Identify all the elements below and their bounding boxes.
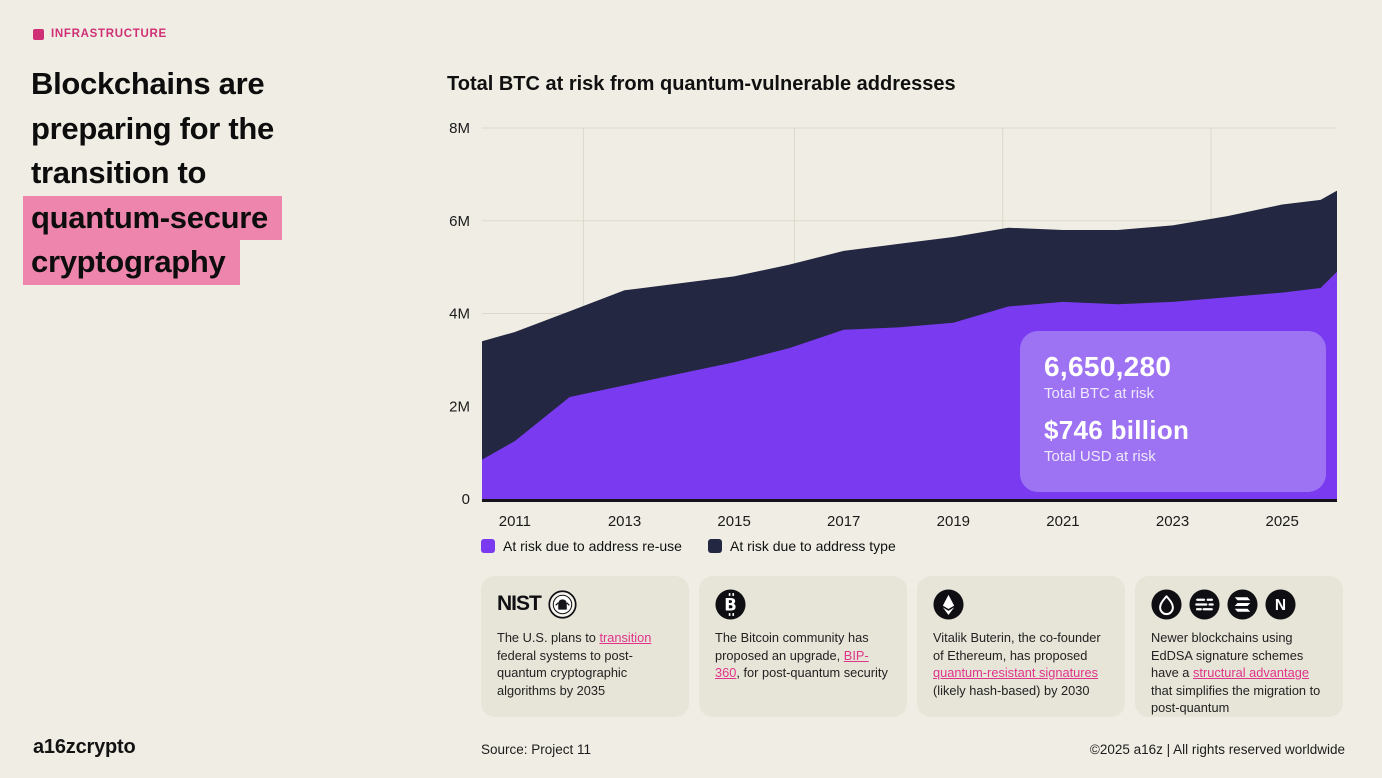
title-text: Blockchains are [31,66,265,101]
infrastructure-tag: INFRASTRUCTURE [33,28,167,40]
page-title-line: transition to [31,151,282,196]
y-axis-labels: 0 2M 4M 6M 8M [449,120,470,508]
aptos-icon [1189,588,1220,620]
nist-seal-icon [548,589,577,619]
card-text-segment: that simplifies the migration to post-qu… [1151,682,1321,716]
info-card: N Newer blockchains using EdDSA signature… [1135,576,1343,717]
solana-icon [1227,588,1258,620]
card-link[interactable]: structural advantage [1192,665,1309,681]
svg-text:2017: 2017 [827,513,860,530]
card-link[interactable]: transition [599,630,652,645]
card-text: The U.S. plans to transition federal sys… [497,629,673,699]
card-text: The Bitcoin community has proposed an up… [715,629,891,682]
svg-text:2021: 2021 [1046,513,1079,530]
callout-btc-value: 6,650,280 [1044,351,1172,382]
near-icon: N [1265,588,1296,620]
tag-square-icon [33,28,44,40]
svg-text:8M: 8M [449,120,470,137]
highlighted-text: quantum-secure [23,195,282,240]
svg-text:4M: 4M [449,306,470,323]
ethereum-icon [933,588,964,620]
card-text-segment: (likely hash-based) by 2030 [933,682,1090,698]
callout-card: 6,650,280 Total BTC at risk $746 billion… [1020,331,1326,492]
bitcoin-icon: B [715,588,746,620]
info-card: NIST The U.S. plans to transition federal… [481,576,689,717]
sui-icon [1151,588,1182,620]
info-card: B The Bitcoin community has proposed an u… [699,576,907,717]
footer-copyright: ©2025 a16z | All rights reserved worldwi… [1089,742,1345,757]
callout-usd-value: $746 billion [1044,415,1190,446]
callout-btc-label: Total BTC at risk [1044,385,1155,403]
info-cards: NIST The U.S. plans to transition federal… [481,576,1343,717]
legend-item: At risk due to address type [707,538,896,554]
legend-item: At risk due to address re-use [481,538,682,554]
info-card: Vitalik Buterin, the co-founder of Ether… [917,576,1125,717]
svg-text:2023: 2023 [1156,513,1189,530]
svg-text:2019: 2019 [937,513,970,530]
page-title-line: quantum-secure [23,195,282,240]
x-axis-labels: 2011 2013 2015 2017 2019 2021 2023 2025 [499,513,1299,530]
chart-legend: At risk due to address re-use At risk due… [481,538,896,554]
legend-label: At risk due to address re-use [503,538,682,554]
card-link[interactable]: quantum-resistant signatures [933,665,1099,681]
card-text: Vitalik Buterin, the co-founder of Ether… [933,629,1109,699]
page-title-line: preparing for the [31,107,282,152]
card-text-segment: , for post-quantum security [736,665,888,681]
legend-label: At risk due to address type [729,538,896,554]
legend-swatch-icon [707,539,722,553]
card-icon-row: B [715,588,891,620]
card-text-segment: Newer blockchains using EdDSA signature … [1151,630,1304,681]
card-text-segment: The U.S. plans to [497,630,600,645]
svg-text:2011: 2011 [499,513,531,530]
page-title: Blockchains are preparing for the transiti… [23,62,282,285]
card-icon-row: NIST [497,588,673,620]
page-title-line: Blockchains are [31,62,282,107]
svg-text:0: 0 [462,491,470,508]
tag-label: INFRASTRUCTURE [51,28,167,40]
title-text: transition to [31,155,207,190]
card-text-segment: The Bitcoin community has proposed an up… [715,630,869,663]
card-text: Newer blockchains using EdDSA signature … [1151,629,1327,717]
svg-text:2013: 2013 [608,513,641,530]
card-text-segment: federal systems to post-quantum cryptogr… [497,647,633,698]
svg-text:N: N [1275,596,1286,613]
svg-text:2M: 2M [449,398,470,415]
nist-logo: NIST [497,592,542,615]
callout-usd-label: Total USD at risk [1044,448,1156,466]
svg-text:6M: 6M [449,213,470,230]
card-text-segment: Vitalik Buterin, the co-founder of Ether… [933,630,1101,663]
footer-logo: a16zcrypto [33,736,136,758]
highlighted-text: cryptography [23,240,240,285]
chart-title: Total BTC at risk from quantum-vulnerabl… [447,73,956,95]
svg-text:2025: 2025 [1266,513,1299,530]
page-title-line: cryptography [23,240,282,285]
card-link[interactable]: BIP-360 [715,647,869,681]
card-icon-row [933,588,1109,620]
card-icon-row: N [1151,588,1327,620]
svg-text:2015: 2015 [717,513,750,530]
legend-swatch-icon [481,539,495,553]
footer-source: Source: Project 11 [481,742,592,757]
title-text: preparing for the [31,110,274,146]
svg-text:B: B [724,595,737,614]
